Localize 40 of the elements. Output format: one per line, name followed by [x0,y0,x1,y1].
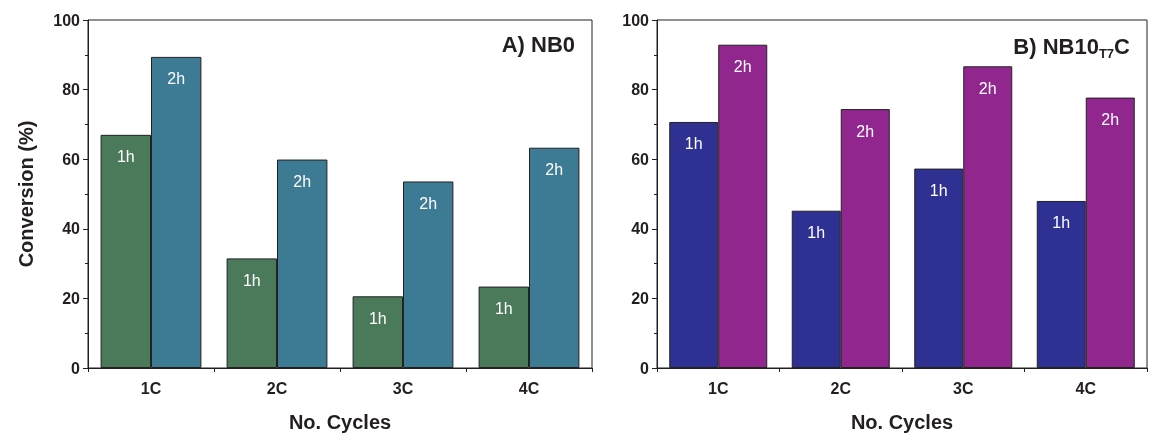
text: 1h [368,309,387,327]
y-tick-label: 40 [631,220,650,238]
x-tick-label: 3C [392,379,414,397]
x-tick-label: 3C [953,379,974,397]
series-label: 2h [733,58,752,76]
x-tick-label: 1C [708,379,729,397]
text: 1h [494,300,513,318]
y-tick-label: 60 [62,150,81,168]
text: 2h [978,79,997,97]
x-axis-title: No. Cycles [288,411,392,433]
y-tick-label: 40 [62,220,81,238]
y-axis-title: Conversion (%) [15,120,37,268]
text: 2h [419,194,438,212]
x-tick-label: 2C [266,379,288,397]
y-tick-label: 60 [631,150,650,168]
text: 2h [1101,111,1120,129]
text: 2h [856,122,875,140]
text: 2h [545,161,564,179]
x-axis-title: No. Cycles [850,411,954,433]
y-tick-label: 80 [631,81,650,99]
text: 1h [1052,214,1071,232]
x-tick-label: 1C [140,379,162,397]
series-label: 2h [167,70,186,88]
y-tick-label: 80 [62,81,81,99]
x-tick-label: 4C [518,379,540,397]
y-tick-label: 100 [53,11,81,29]
y-tick-label: 0 [71,359,81,377]
text: A) NB0 [501,31,576,57]
y-tick-label: 100 [622,11,650,29]
text: 1h [242,271,261,289]
y-tick-label: 20 [62,289,81,307]
x-tick-label: 4C [1075,379,1097,397]
series-label: 1h [807,224,826,242]
x-tick-label: 2C [830,379,852,397]
text: 2h [293,173,312,191]
text: 1h [684,135,703,153]
text: 1h [929,182,948,200]
y-tick-label: 20 [631,289,650,307]
y-tick-label: 0 [640,359,650,377]
series-label: 1h [116,148,135,166]
